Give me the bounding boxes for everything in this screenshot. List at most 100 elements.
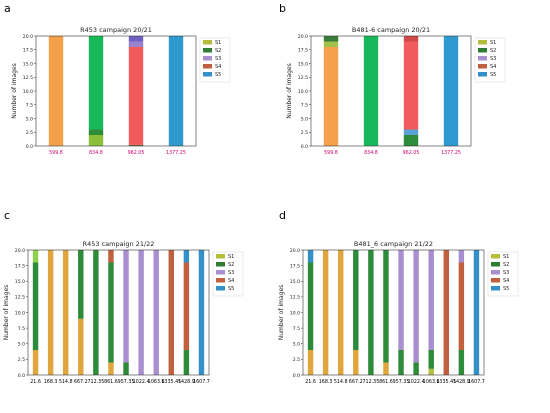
legend-swatch — [478, 56, 487, 61]
legend-label: S1 — [215, 40, 221, 46]
panel-b: b B481-6 campaign 20/21 0.0 2.5 5.0 7.5 10.0 1… — [275, 0, 550, 206]
panel-c: c R453 campaign 21/22 0.0 2.5 5.0 7.5 10.0 12.… — [0, 207, 275, 413]
legend-swatch — [203, 40, 212, 45]
x-tick-label: 168.3 — [319, 379, 333, 385]
x-tick-label: 712.35 — [362, 379, 379, 385]
bar-segment — [353, 250, 359, 350]
legend-label: S3 — [503, 270, 509, 276]
bar-segment — [108, 250, 114, 263]
x-tick-label: 962.05 — [128, 150, 145, 156]
bar-segment — [403, 135, 419, 146]
legend-label: S3 — [228, 270, 234, 276]
panel-a: a R453 campaign 20/21 0.0 2.5 5.0 7.5 10.0 12.… — [0, 0, 275, 206]
chart-d: B481_6 campaign 21/22 0.0 2.5 5.0 7.5 10.0 12.… — [278, 240, 519, 385]
x-tick-label: 168.3 — [44, 379, 58, 385]
x-tick-label: 1335.45 — [436, 379, 456, 385]
y-tick-label: 5.0 — [293, 342, 300, 348]
chart-title: R453 campaign 20/21 — [80, 26, 152, 34]
legend-label: S1 — [228, 254, 234, 260]
x-tick-label: 957.35 — [393, 379, 410, 385]
bar-segment — [128, 47, 144, 145]
x-tick-label: 834.8 — [89, 150, 103, 156]
bar-segment — [458, 250, 465, 263]
x-tick-label: 21.6 — [30, 379, 41, 385]
bar-segment — [363, 36, 379, 146]
legend-swatch — [478, 40, 487, 45]
panel-letter: d — [279, 209, 286, 222]
x-tick-label: 957.35 — [118, 379, 135, 385]
bar-segment — [128, 41, 144, 47]
y-tick-label: 17.5 — [23, 48, 33, 54]
x-tick-label: 834.8 — [364, 150, 378, 156]
legend-swatch — [216, 254, 225, 259]
y-tick-label: 20.0 — [23, 34, 33, 40]
legend-label: S5 — [228, 286, 234, 292]
legend-label: S5 — [490, 72, 496, 78]
x-tick-label: 962.05 — [403, 150, 420, 156]
chart-b: B481-6 campaign 20/21 0.0 2.5 5.0 7.5 10.0 12.… — [286, 26, 506, 156]
legend-label: S3 — [490, 56, 496, 62]
panel-letter: b — [279, 2, 286, 15]
bar-segment — [198, 250, 205, 375]
bar-segment — [413, 362, 419, 375]
y-tick-label: 20.0 — [15, 248, 25, 254]
legend-swatch — [203, 48, 212, 53]
y-tick-label: 12.5 — [298, 75, 308, 81]
x-tick-label: 514.8 — [334, 379, 348, 385]
y-tick-label: 5.0 — [18, 342, 25, 348]
legend-swatch — [491, 270, 500, 275]
bar-segment — [138, 250, 144, 375]
bar-segment — [108, 262, 114, 363]
bar-segment — [413, 250, 419, 363]
x-tick-label: 1428.9 — [178, 379, 195, 385]
bar-segment — [128, 144, 144, 146]
x-tick-label: 1022.4 — [408, 379, 425, 385]
y-tick-label: 10.0 — [23, 89, 33, 95]
plot-frame — [302, 249, 485, 376]
bar-segment — [403, 41, 419, 130]
x-tick-label: 21.6 — [305, 379, 316, 385]
bar-segment — [78, 250, 84, 319]
legend-label: S4 — [215, 64, 221, 70]
legend-swatch — [203, 56, 212, 61]
bar-segment — [323, 47, 339, 146]
bar-segment — [307, 262, 314, 350]
x-tick-label: 667.2 — [349, 379, 363, 385]
y-tick-label: 20.0 — [290, 248, 300, 254]
bar-segment — [88, 135, 104, 146]
y-tick-label: 12.5 — [15, 295, 25, 301]
x-tick-label: 599.8 — [324, 150, 338, 156]
bar-segment — [428, 250, 434, 350]
y-tick-label: 7.5 — [18, 326, 25, 332]
bar-segment — [473, 250, 480, 375]
legend-swatch — [491, 286, 500, 291]
bar-segment — [322, 250, 329, 375]
bar-segment — [443, 250, 450, 375]
y-tick-label: 15.0 — [298, 61, 308, 67]
x-tick-label: 1063.6 — [423, 379, 440, 385]
bar-segment — [428, 350, 434, 369]
x-tick-label: 1022.4 — [133, 379, 150, 385]
x-tick-label: 861.6 — [104, 379, 118, 385]
bar-segment — [183, 250, 190, 263]
y-tick-label: 10.0 — [298, 89, 308, 95]
y-tick-label: 17.5 — [298, 48, 308, 54]
legend-swatch — [491, 278, 500, 283]
y-tick-label: 15.0 — [15, 279, 25, 285]
legend-swatch — [216, 270, 225, 275]
y-tick-label: 0.0 — [26, 144, 33, 150]
y-axis-label: Number of images — [286, 63, 293, 119]
y-tick-label: 0.0 — [18, 373, 25, 379]
y-tick-label: 0.0 — [301, 144, 308, 150]
x-tick-label: 1607.7 — [468, 379, 485, 385]
bar-segment — [123, 362, 129, 375]
y-tick-label: 10.0 — [290, 310, 300, 316]
legend-label: S3 — [215, 56, 221, 62]
bar-segment — [128, 36, 144, 42]
legend-swatch — [478, 48, 487, 53]
x-tick-label: 599.8 — [49, 150, 63, 156]
y-tick-label: 2.5 — [301, 130, 308, 136]
bar-segment — [32, 350, 39, 375]
bar-segment — [168, 36, 184, 146]
bar-segment — [443, 36, 459, 146]
